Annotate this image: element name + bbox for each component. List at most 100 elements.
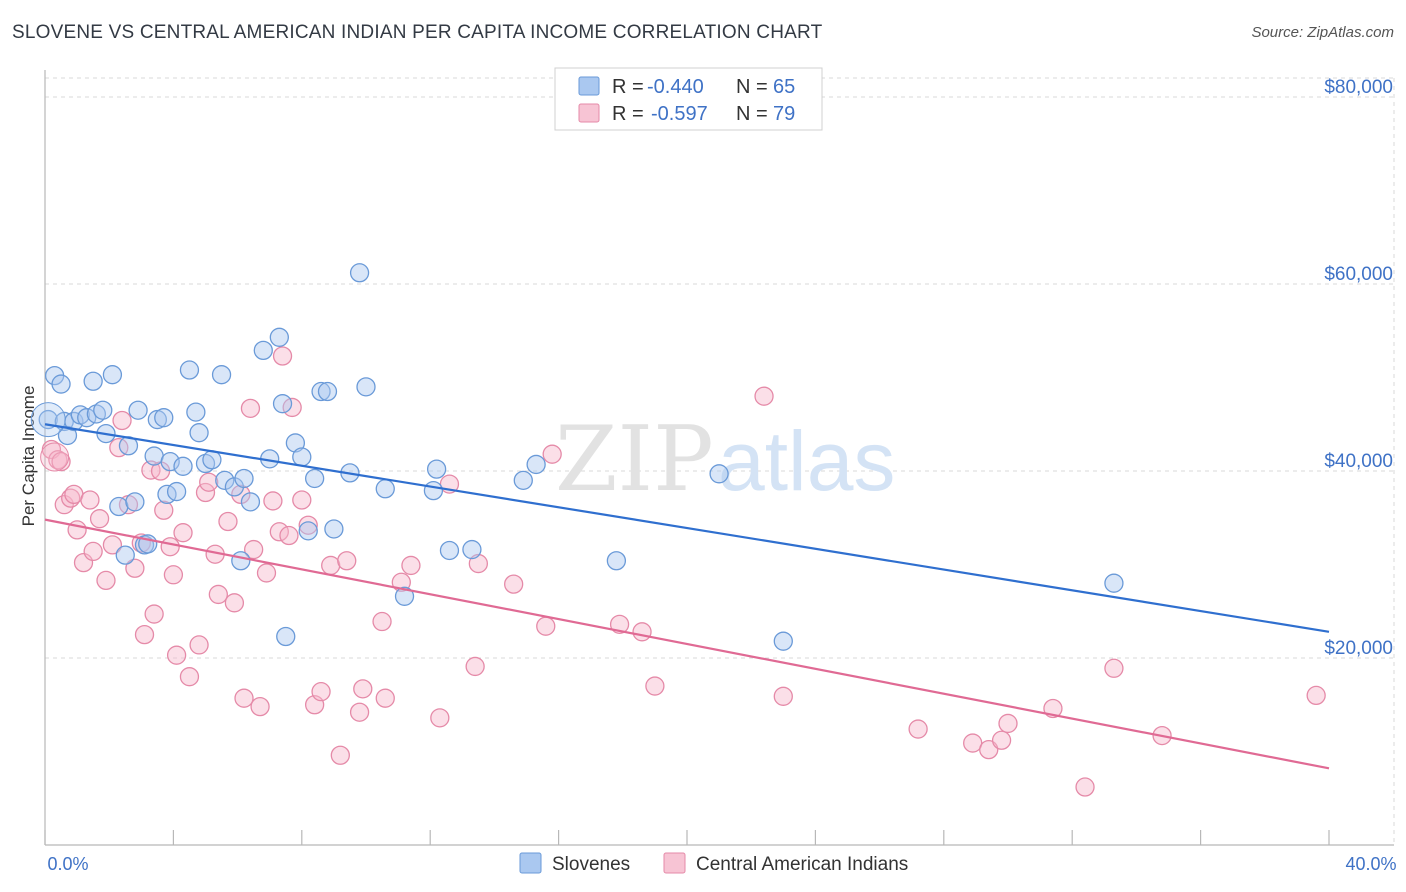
slovenes-point-49: [324, 519, 344, 539]
legend-n-label-1: N =: [736, 76, 768, 98]
legend-r-value-1: -0.440: [647, 76, 704, 98]
central-american-indians-point-67: [632, 622, 652, 642]
slovenes-point-12: [102, 365, 123, 385]
central-american-indians-point-24: [163, 565, 184, 585]
central-american-indians-point-65: [542, 444, 562, 464]
slovenes-point-22: [154, 408, 174, 428]
bottom-legend-swatch-slovenes: [519, 852, 542, 874]
central-american-indians-point-59: [430, 708, 450, 728]
central-american-indians-point-78: [1104, 658, 1124, 678]
legend-r-label-1: R =: [612, 76, 644, 98]
central-american-indians-point-38: [243, 539, 264, 560]
slovenes-point-14: [115, 545, 135, 565]
slovenes-point-29: [189, 423, 209, 443]
slovenes-point-10: [93, 400, 113, 420]
central-american-indians-point-58: [401, 555, 421, 576]
slovenes-point-55: [423, 480, 444, 501]
slovenes-point-0: [38, 409, 58, 430]
slovenes-point-46: [304, 468, 325, 489]
slovenes-point-16: [125, 492, 145, 512]
legend-swatch-central-american-indians: [578, 103, 600, 123]
y-axis-label: Per Capita Income: [19, 386, 38, 527]
slovenes-point-63: [773, 631, 793, 651]
central-american-indians-point-77: [1075, 777, 1095, 797]
slovenes-point-13: [109, 496, 129, 517]
y-tick-label-2: $60,000: [1324, 264, 1393, 285]
slovenes-point-4: [57, 425, 78, 446]
slovenes-point-61: [606, 551, 627, 571]
slovenes-point-40: [269, 327, 289, 347]
slovenes-point-43: [285, 433, 306, 453]
slovenes-point-33: [215, 470, 235, 491]
central-american-indians-point-42: [269, 522, 289, 542]
chart-title: SLOVENE VS CENTRAL AMERICAN INDIAN PER C…: [12, 22, 823, 43]
central-american-indians-point-4: [61, 488, 81, 508]
central-american-indians-point-11: [96, 570, 116, 591]
central-american-indians-point-54: [353, 679, 373, 699]
central-american-indians-point-33: [218, 511, 238, 532]
slovenes-point-17: [128, 400, 148, 420]
bottom-legend-label-slovenes: Slovenes: [552, 854, 630, 875]
central-american-indians-point-40: [256, 563, 277, 583]
central-american-indians-point-14: [112, 410, 132, 431]
central-american-indians-point-44: [279, 525, 299, 546]
central-american-indians-point-26: [173, 523, 193, 543]
central-american-indians-point-25: [166, 645, 187, 665]
watermark-atlas: atlas: [718, 414, 895, 508]
central-american-indians-point-16: [125, 558, 145, 578]
slovenes-point-48: [317, 381, 338, 402]
central-american-indians-point-20: [144, 604, 164, 624]
central-american-indians-point-34: [224, 593, 245, 613]
series-central-american-indians-points: [40, 346, 1326, 797]
slovenes-point-35: [231, 551, 251, 571]
central-american-indians-point-32: [208, 584, 228, 605]
slovenes-point-58: [462, 539, 482, 560]
slovenes-point-42: [276, 626, 296, 647]
central-american-indians-point-36: [234, 688, 254, 708]
central-american-indians-point-80: [1306, 685, 1326, 706]
central-american-indians-point-5: [64, 484, 84, 505]
central-american-indians-point-37: [240, 398, 261, 419]
bottom-legend-label-central-american-indians: Central American Indians: [696, 854, 908, 875]
series-slovenes-points: [30, 263, 1124, 651]
slovenes-point-36: [234, 468, 254, 489]
central-american-indians-point-55: [372, 611, 392, 632]
slovenes-point-47: [311, 381, 331, 402]
central-american-indians-point-39: [250, 696, 270, 717]
central-american-indians-point-62: [468, 553, 489, 574]
slovenes-point-59: [513, 470, 533, 491]
slovenes-point-41: [272, 394, 293, 414]
slovenes-point-44: [292, 447, 312, 467]
central-american-indians-point-47: [298, 515, 318, 535]
slovenes-point-25: [166, 481, 187, 502]
slovenes-point-53: [375, 479, 395, 499]
slovenes-point-51: [349, 263, 370, 283]
central-american-indians-point-56: [375, 688, 395, 708]
central-american-indians-point-28: [189, 635, 209, 655]
legend-r-label-2: R =: [612, 103, 644, 125]
correlation-legend: R = -0.440 N = 65 R = -0.597 N = 79: [554, 67, 823, 131]
trend-line-slovenes: [44, 423, 1330, 633]
central-american-indians-point-10: [89, 509, 110, 529]
y-tick-label-3: $80,000: [1324, 77, 1393, 98]
central-american-indians-point-27: [179, 667, 200, 687]
legend-r-value-2: -0.597: [651, 103, 708, 125]
central-american-indians-point-68: [645, 676, 665, 696]
central-american-indians-point-66: [609, 614, 630, 634]
slovenes-point-37: [240, 492, 261, 512]
central-american-indians-point-30: [199, 472, 219, 492]
y-tick-label-0: $20,000: [1324, 638, 1393, 659]
central-american-indians-point-71: [908, 719, 928, 739]
x-axis-ticks: [44, 830, 1330, 845]
slovenes-point-32: [211, 365, 232, 385]
central-american-indians-point-69: [754, 386, 774, 406]
central-american-indians-point-8: [80, 490, 100, 510]
slovenes-point-24: [160, 451, 180, 472]
x-tick-label-max: 40.0%: [1345, 854, 1396, 874]
central-american-indians-point-63: [504, 574, 524, 594]
x-tick-label-min: 0.0%: [47, 854, 88, 874]
legend-swatch-slovenes: [578, 76, 600, 96]
central-american-indians-point-9: [83, 541, 103, 562]
central-american-indians-point-43: [272, 346, 293, 366]
